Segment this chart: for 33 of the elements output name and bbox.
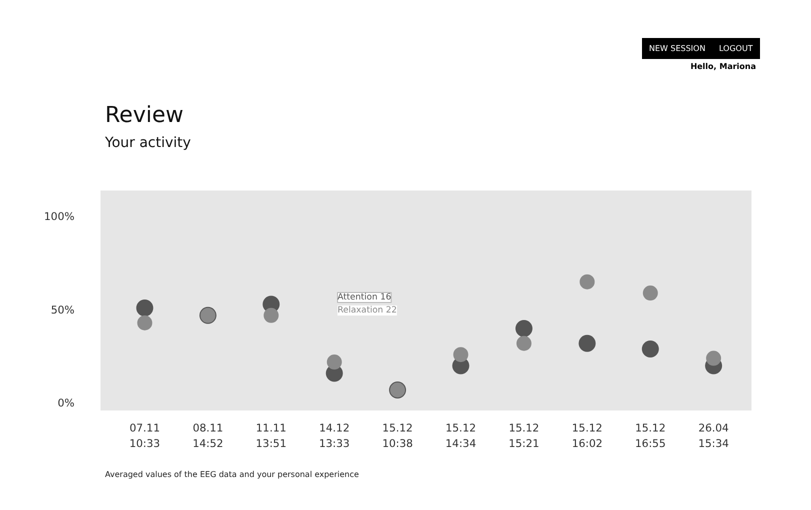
text: Hello, Mariona bbox=[690, 61, 756, 72]
point bbox=[642, 340, 659, 358]
point bbox=[642, 286, 658, 301]
x-tick-label: 07.11 10:33 bbox=[129, 422, 160, 450]
point bbox=[326, 354, 342, 370]
point bbox=[516, 336, 532, 351]
x-tick-label: 14.12 13:33 bbox=[319, 422, 350, 450]
point bbox=[136, 299, 154, 316]
point bbox=[453, 347, 468, 362]
annotation: Relaxation 22 bbox=[338, 306, 397, 316]
point bbox=[264, 308, 279, 323]
x-tick-label: 15.12 16:55 bbox=[635, 422, 666, 450]
x-tick-label: 15.12 16:02 bbox=[572, 422, 603, 450]
x-tick-label: 15.12 14:34 bbox=[445, 422, 476, 450]
point bbox=[515, 320, 532, 337]
chart-title: Review bbox=[105, 102, 184, 130]
point bbox=[706, 350, 722, 366]
chart-subtitle: Your activity bbox=[105, 134, 191, 153]
x-tick-label: 08.11 14:52 bbox=[192, 422, 224, 450]
x-tick-label: 15.12 10:38 bbox=[382, 422, 414, 450]
text: NEW SESSION bbox=[642, 38, 712, 60]
y-tick-label: 50% bbox=[50, 303, 74, 316]
point bbox=[578, 334, 596, 352]
x-tick-label: 26.04 15:34 bbox=[698, 422, 730, 450]
x-tick-label: 11.11 13:51 bbox=[256, 422, 287, 450]
text: Averaged values of the EEG data and your personal experience bbox=[105, 469, 359, 480]
x-tick-label: 15.12 15:21 bbox=[508, 422, 540, 450]
y-tick-label: 100% bbox=[44, 210, 75, 224]
annotation: Attention 16 bbox=[338, 292, 392, 302]
text: LOGOUT bbox=[712, 38, 760, 60]
y-tick-label: 0% bbox=[58, 396, 74, 410]
point bbox=[580, 274, 595, 290]
point bbox=[137, 315, 152, 330]
